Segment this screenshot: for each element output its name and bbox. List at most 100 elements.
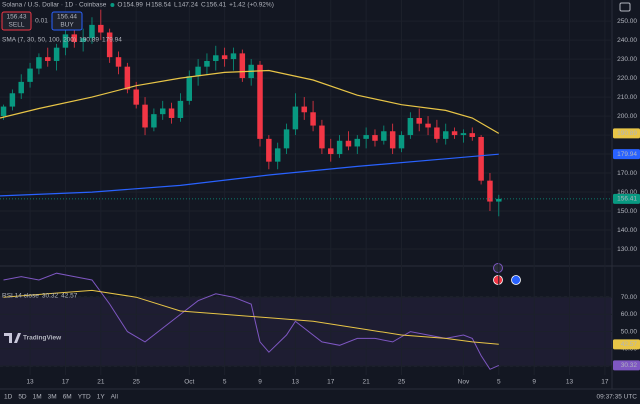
ohlc-label: L: [174, 2, 178, 9]
candle-body: [478, 136, 484, 181]
flag-icon: [493, 275, 503, 285]
sell-label: SELL: [9, 22, 25, 29]
rsi-tick-label: 70.00: [621, 294, 638, 301]
candle-body: [381, 131, 387, 141]
candle-body: [487, 180, 493, 202]
buy-label: BUY: [60, 22, 74, 29]
price-change: +1.42 (+0.92%): [229, 2, 274, 9]
candle-body: [496, 198, 502, 202]
candle-body: [106, 32, 113, 58]
y-tick-label: 160.00: [617, 189, 637, 196]
rsi-value: 42.57: [61, 293, 78, 300]
ohlc-label: H: [146, 2, 151, 9]
candle-body: [274, 148, 281, 162]
candle-body: [98, 24, 104, 33]
candle-body: [177, 100, 184, 118]
symbol-title: Solana / U.S. Dollar · 1D · Coinbase: [2, 2, 107, 9]
top-right-icons: [619, 2, 631, 12]
candle-body: [168, 108, 175, 118]
rsi-label: RSI 14 close: [2, 293, 39, 300]
range-button[interactable]: 3M: [48, 394, 57, 401]
candle-body: [416, 117, 422, 124]
ohlc-value: 147.24: [178, 2, 198, 9]
x-tick-label: 25: [398, 379, 406, 386]
x-tick-label: 9: [258, 379, 262, 386]
candle-body: [230, 53, 237, 60]
y-tick-label: 170.00: [617, 170, 637, 177]
range-button[interactable]: 5D: [18, 394, 27, 401]
price-label: 42.57: [621, 341, 638, 348]
screenshot-button[interactable]: [619, 2, 631, 12]
candle-body: [407, 117, 414, 136]
range-button[interactable]: 6M: [63, 394, 72, 401]
ohlc-value: 158.54: [151, 2, 171, 9]
x-tick-label: 17: [327, 379, 335, 386]
sma-line: [0, 69, 500, 134]
y-tick-label: 140.00: [617, 227, 637, 234]
sma-value: 190.89: [79, 37, 99, 44]
ohlc-value: 156.41: [206, 2, 226, 9]
candle-body: [257, 64, 263, 139]
candle-body: [62, 34, 69, 48]
candle-body: [195, 66, 201, 77]
range-button[interactable]: YTD: [78, 394, 91, 401]
y-tick-label: 250.00: [617, 18, 637, 25]
rsi-tick-label: 60.00: [621, 311, 638, 318]
candle-body: [354, 138, 361, 147]
x-tick-label: 21: [363, 379, 371, 386]
rsi-line: [3, 289, 499, 345]
candle-body: [80, 38, 86, 42]
range-button[interactable]: 1M: [33, 394, 42, 401]
candle-body: [372, 135, 378, 141]
candle-body: [336, 140, 343, 155]
x-tick-label: 13: [292, 379, 300, 386]
price-label: 190.89: [617, 130, 637, 137]
candle-body: [301, 106, 307, 113]
market-status: [110, 3, 115, 7]
brand-logo: [4, 333, 21, 343]
sell-button[interactable]: [1, 11, 32, 31]
range-button[interactable]: 1D: [4, 394, 13, 401]
event-icon: [493, 263, 503, 273]
candle-body: [159, 108, 166, 115]
buy-button[interactable]: [51, 11, 83, 31]
y-tick-label: 220.00: [617, 75, 637, 82]
candle-body: [0, 106, 7, 117]
x-tick-label: 9: [532, 379, 536, 386]
x-tick-label: 5: [497, 379, 501, 386]
price-label: 30.32: [621, 362, 638, 369]
y-tick-label: 240.00: [617, 37, 637, 44]
y-tick-label: 130.00: [617, 246, 637, 253]
candle-body: [460, 133, 467, 136]
candle-body: [9, 93, 16, 107]
price-label-box: [613, 149, 640, 160]
y-tick-label: 200.00: [617, 113, 637, 120]
candle-body: [115, 57, 122, 67]
candle-body: [186, 76, 193, 101]
x-tick-label: 25: [133, 379, 141, 386]
y-tick-label: 150.00: [617, 208, 637, 215]
x-tick-label: Nov: [458, 379, 470, 386]
candle-body: [133, 89, 139, 105]
candle-body: [469, 133, 476, 137]
sell-price: 156.43: [7, 14, 27, 21]
candle-body: [53, 47, 60, 61]
candle-body: [345, 140, 352, 147]
sma-label: SMA (7, 30, 50, 100, 200): [2, 37, 76, 44]
candle-body: [425, 123, 431, 128]
candle-body: [239, 53, 246, 79]
candle-body: [124, 66, 131, 90]
candle-body: [266, 138, 272, 162]
rsi-line: [3, 272, 500, 370]
candle-body: [18, 81, 24, 94]
x-tick-label: 13: [26, 379, 34, 386]
ohlc-label: C: [201, 2, 206, 9]
brand-name: TradingView: [23, 335, 62, 342]
range-button[interactable]: All: [111, 394, 119, 401]
sma-value: 179.94: [102, 37, 122, 44]
candle-body: [363, 135, 369, 139]
candle-body: [45, 57, 51, 61]
range-button[interactable]: 1Y: [97, 394, 106, 401]
